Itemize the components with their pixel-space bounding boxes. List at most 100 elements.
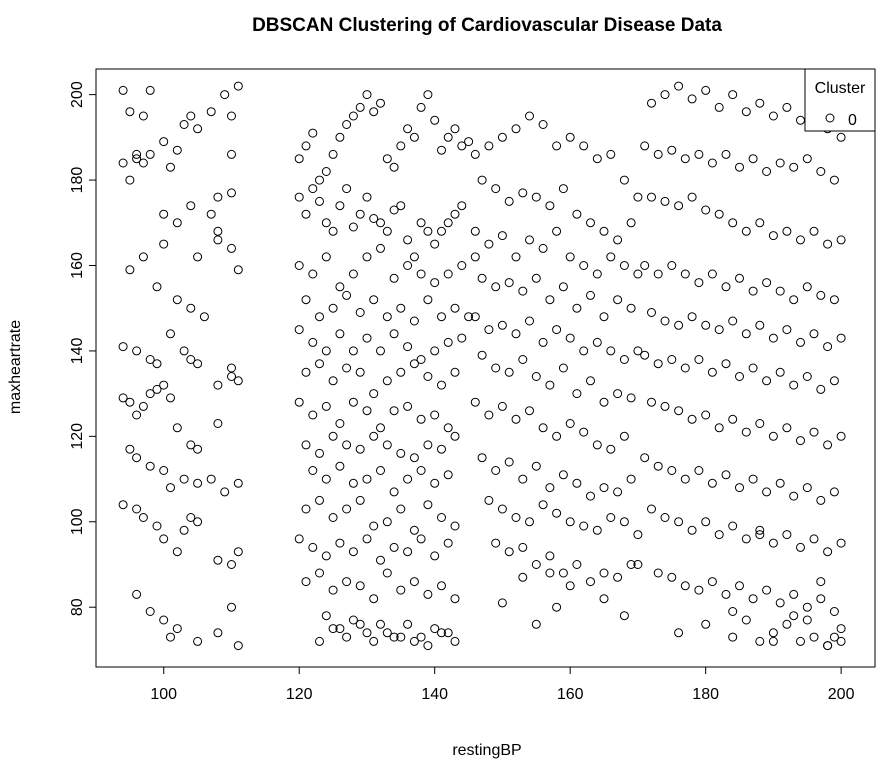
data-point xyxy=(132,149,142,159)
data-point xyxy=(782,226,792,236)
data-point xyxy=(491,466,501,475)
data-point xyxy=(619,175,629,185)
data-point xyxy=(572,209,582,219)
data-point xyxy=(342,290,352,300)
data-point xyxy=(816,577,826,587)
data-point xyxy=(321,611,331,621)
data-point xyxy=(538,243,548,253)
data-point xyxy=(443,132,453,142)
data-point xyxy=(619,517,629,527)
data-point xyxy=(470,252,480,262)
data-point xyxy=(640,350,650,360)
data-point xyxy=(565,517,575,527)
data-point xyxy=(403,401,413,411)
plot-area-frame xyxy=(95,68,876,668)
data-point xyxy=(667,355,677,364)
data-point xyxy=(443,269,453,279)
data-point xyxy=(789,295,799,305)
data-point xyxy=(599,226,609,236)
data-point xyxy=(138,401,148,411)
data-point xyxy=(437,628,446,638)
data-point xyxy=(511,414,521,424)
data-point xyxy=(545,201,555,211)
data-point xyxy=(565,132,575,142)
data-point xyxy=(484,410,494,420)
data-point xyxy=(714,530,724,540)
data-point xyxy=(755,320,765,330)
data-point xyxy=(660,401,670,411)
data-point xyxy=(166,329,175,339)
data-point xyxy=(335,538,345,548)
data-point xyxy=(396,448,406,458)
data-point xyxy=(132,453,142,463)
x-axis: 100 120 140 160 180 200 xyxy=(150,666,855,703)
data-point xyxy=(572,478,582,488)
data-point xyxy=(403,619,413,629)
data-point xyxy=(701,320,711,330)
data-point xyxy=(118,158,128,168)
data-point xyxy=(172,547,182,557)
data-point xyxy=(545,568,555,578)
data-point xyxy=(680,474,690,484)
data-point xyxy=(538,120,548,129)
data-point xyxy=(823,440,833,450)
data-point xyxy=(159,209,169,219)
data-point xyxy=(545,483,555,493)
data-point xyxy=(227,188,236,198)
data-point xyxy=(653,269,663,279)
data-point xyxy=(606,149,616,159)
legend-box xyxy=(804,68,876,132)
data-point xyxy=(762,376,772,386)
data-point xyxy=(633,530,643,540)
data-point xyxy=(342,632,352,642)
data-point xyxy=(606,252,616,262)
data-point xyxy=(233,376,243,386)
data-point xyxy=(579,427,589,437)
data-point xyxy=(145,85,155,95)
data-point xyxy=(450,521,460,531)
data-point xyxy=(552,226,562,236)
data-point xyxy=(382,628,392,638)
data-point xyxy=(159,534,169,544)
data-point xyxy=(233,478,243,488)
data-point xyxy=(701,410,711,420)
data-point xyxy=(728,632,738,642)
data-point xyxy=(382,376,392,386)
data-point xyxy=(775,478,785,488)
data-point xyxy=(816,290,826,300)
x-tick-label: 180 xyxy=(692,686,719,703)
data-point xyxy=(836,235,846,245)
data-point xyxy=(823,342,833,352)
data-point xyxy=(369,636,379,646)
data-point xyxy=(382,154,392,164)
data-point xyxy=(342,120,352,129)
data-point xyxy=(213,628,223,638)
data-point xyxy=(430,624,440,634)
data-point xyxy=(315,568,324,578)
data-point xyxy=(558,470,568,480)
data-point xyxy=(227,243,236,253)
data-point xyxy=(328,149,338,159)
data-point xyxy=(667,466,677,475)
data-point xyxy=(572,389,582,399)
data-point xyxy=(355,581,365,591)
data-point xyxy=(430,410,440,420)
data-point xyxy=(491,538,501,548)
data-point xyxy=(789,162,799,172)
data-point xyxy=(525,316,534,326)
data-point xyxy=(193,478,203,488)
data-point xyxy=(714,423,724,433)
data-point xyxy=(586,218,595,228)
data-point xyxy=(579,521,589,531)
data-point xyxy=(423,589,433,599)
data-point xyxy=(125,397,135,407)
data-point xyxy=(687,312,697,322)
data-point xyxy=(125,265,135,275)
data-point xyxy=(308,542,318,552)
data-point xyxy=(829,175,839,185)
data-point xyxy=(741,329,751,339)
data-point xyxy=(409,359,419,369)
data-point xyxy=(640,261,650,270)
data-point xyxy=(796,337,805,347)
data-point xyxy=(132,410,142,420)
